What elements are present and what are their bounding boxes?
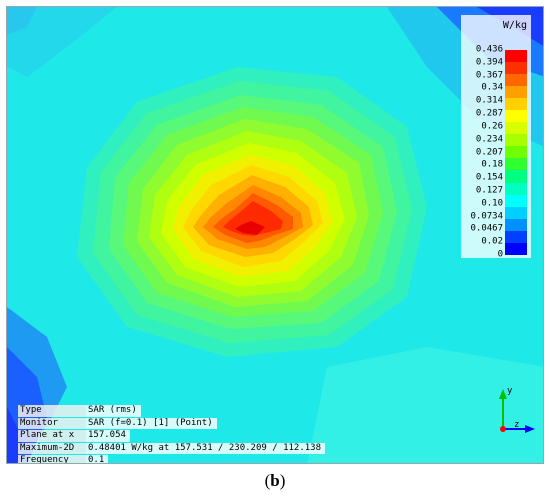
- info-value: SAR (rms): [86, 405, 141, 417]
- legend-color-swatch: [505, 74, 527, 87]
- sar-contours: [77, 67, 427, 357]
- sar-field-plot[interactable]: W/kg 0.436 0.394 0.367 0.34 0.314 0.287 0.26 0.…: [6, 6, 544, 464]
- legend-color-swatch: [505, 62, 527, 75]
- legend-color-swatch: [505, 86, 527, 99]
- legend-color-swatch: [505, 158, 527, 171]
- legend-color-swatch: [505, 194, 527, 207]
- info-value: 157.054: [86, 430, 130, 442]
- figure-caption: (b): [0, 471, 550, 491]
- legend-color-swatch: [505, 182, 527, 195]
- monitor-info-panel: Type SAR (rms) Monitor SAR (f=0.1) [1] (Poi…: [18, 405, 325, 463]
- legend-tick-label: 0.154: [475, 172, 503, 183]
- legend-tick-label: 0.207: [475, 147, 503, 157]
- info-value: SAR (f=0.1) [1] (Point): [86, 417, 217, 430]
- axis-z-label: z: [514, 420, 519, 430]
- info-row: Plane at x 157.054: [18, 430, 130, 442]
- legend-tick-label: 0.314: [475, 95, 503, 106]
- legend-tick-label: 0.436: [475, 44, 503, 55]
- legend-tick-label: 0.18: [481, 159, 503, 170]
- color-legend: W/kg 0.436 0.394 0.367 0.34 0.314 0.287 0.26 0.…: [461, 15, 531, 259]
- legend-unit: W/kg: [502, 20, 527, 31]
- legend-tick-label: 0.02: [481, 236, 503, 247]
- info-value: 0.48401 W/kg at 157.531 / 230.209 / 112.…: [86, 442, 325, 455]
- legend-color-swatch: [505, 122, 527, 135]
- legend-color-swatch: [505, 218, 527, 231]
- caption-close-paren: ): [279, 471, 286, 490]
- info-row: Frequency 0.1: [18, 455, 109, 463]
- info-row: Monitor SAR (f=0.1) [1] (Point): [18, 417, 217, 430]
- legend-ticks: 0.436 0.394 0.367 0.34 0.314 0.287 0.26 0.234 0.…: [461, 45, 503, 259]
- legend-color-bar: [505, 50, 527, 255]
- caption-open-paren: (: [264, 471, 271, 490]
- info-row: Maximum-2D 0.48401 W/kg at 157.531 / 230.…: [18, 442, 325, 455]
- legend-color-swatch: [505, 110, 527, 123]
- legend-tick-label: 0.287: [475, 108, 503, 119]
- axis-triad-icon: y z: [499, 386, 535, 433]
- legend-tick-label: 0.0734: [470, 211, 503, 222]
- info-key: Monitor: [18, 417, 86, 430]
- legend-tick-label: 0.26: [481, 121, 503, 132]
- legend-tick-label: 0.34: [481, 82, 503, 93]
- info-value: 0.1: [86, 455, 109, 463]
- info-key: Frequency: [18, 455, 86, 463]
- legend-color-swatch: [505, 50, 527, 63]
- info-key: Maximum-2D: [18, 442, 86, 455]
- legend-tick-label: 0.0467: [470, 223, 503, 234]
- legend-color-swatch: [505, 206, 527, 219]
- legend-color-swatch: [505, 230, 527, 243]
- legend-tick-label: 0: [497, 249, 503, 260]
- info-key: Plane at x: [18, 430, 86, 442]
- legend-color-swatch: [505, 98, 527, 111]
- axis-triad: y z: [495, 383, 535, 439]
- legend-tick-label: 0.367: [475, 70, 503, 81]
- info-row: Type SAR (rms): [18, 405, 141, 417]
- legend-tick-label: 0.127: [475, 185, 503, 196]
- caption-label: b: [270, 471, 280, 490]
- legend-tick-label: 0.10: [481, 198, 503, 209]
- legend-tick-label: 0.234: [475, 134, 503, 145]
- legend-color-swatch: [505, 170, 527, 183]
- legend-color-swatch: [505, 242, 527, 255]
- legend-color-swatch: [505, 134, 527, 147]
- axis-y-label: y: [507, 386, 513, 396]
- legend-tick-label: 0.394: [475, 57, 503, 68]
- info-key: Type: [18, 405, 86, 417]
- legend-color-swatch: [505, 146, 527, 159]
